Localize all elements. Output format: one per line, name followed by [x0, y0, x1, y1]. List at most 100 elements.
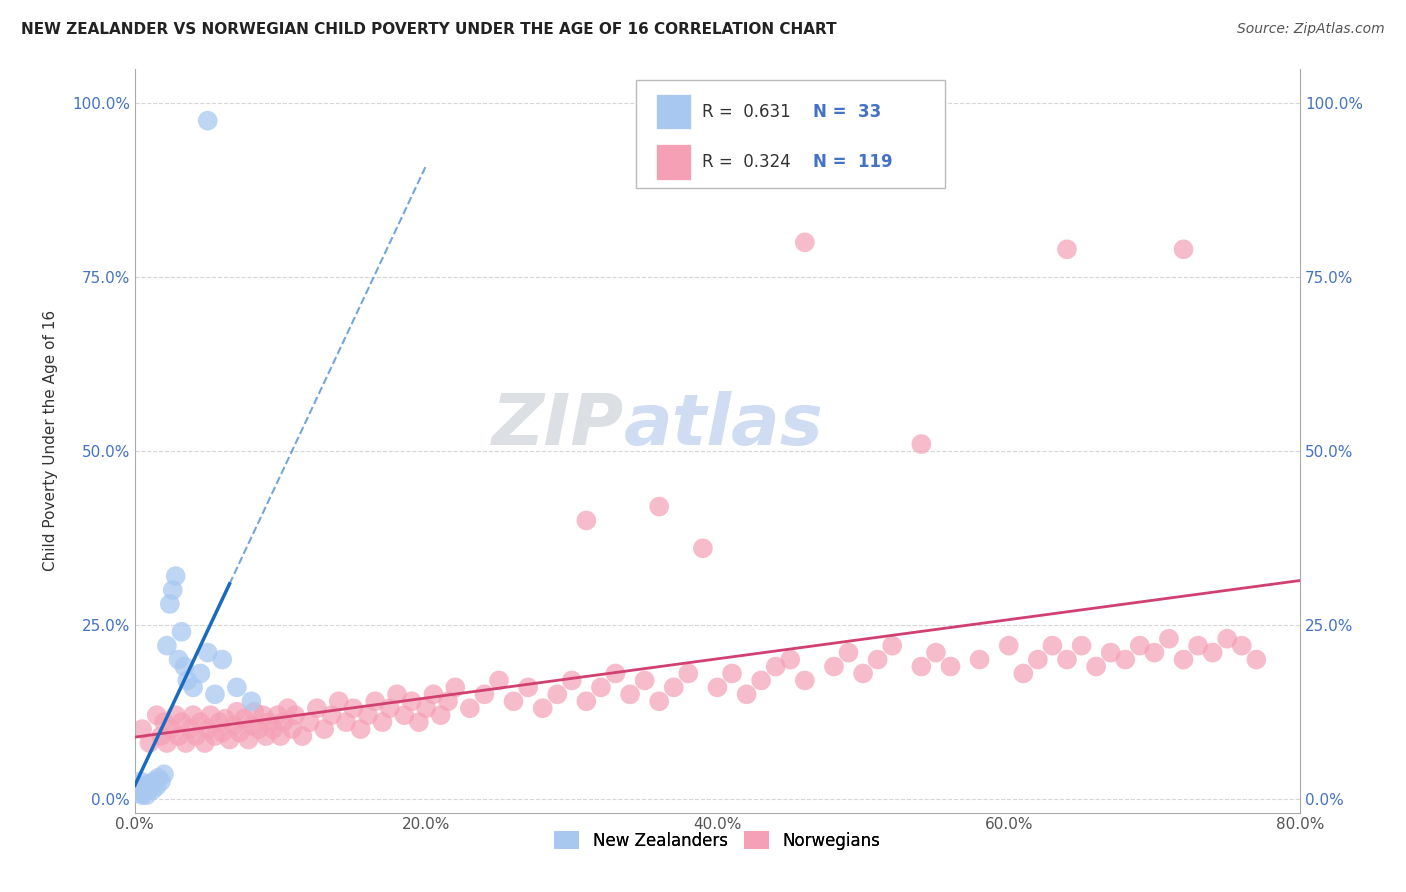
Point — [179, 722, 201, 736]
Point — [910, 437, 932, 451]
Point — [218, 732, 240, 747]
Point — [257, 715, 280, 730]
Point — [240, 694, 263, 708]
Text: ZIP: ZIP — [492, 392, 624, 460]
Point — [561, 673, 583, 688]
Point — [357, 708, 380, 723]
Point — [648, 500, 671, 514]
Point — [408, 715, 430, 730]
Point — [225, 681, 247, 695]
Point — [190, 715, 212, 730]
Point — [765, 659, 787, 673]
Point — [1173, 242, 1195, 256]
Point — [1042, 639, 1064, 653]
Point — [159, 597, 181, 611]
Point — [222, 718, 245, 732]
Point — [1129, 639, 1152, 653]
Point — [200, 708, 222, 723]
Point — [208, 715, 231, 730]
Point — [284, 708, 307, 723]
Point — [131, 722, 153, 736]
Point — [131, 788, 153, 802]
Text: NEW ZEALANDER VS NORWEGIAN CHILD POVERTY UNDER THE AGE OF 16 CORRELATION CHART: NEW ZEALANDER VS NORWEGIAN CHILD POVERTY… — [21, 22, 837, 37]
Point — [138, 736, 160, 750]
Point — [132, 785, 155, 799]
Point — [277, 701, 299, 715]
Point — [349, 722, 371, 736]
Point — [1056, 242, 1078, 256]
Text: N =  33: N = 33 — [813, 103, 882, 120]
Point — [378, 701, 401, 715]
Point — [225, 705, 247, 719]
Point — [190, 666, 212, 681]
Point — [458, 701, 481, 715]
Point — [204, 687, 226, 701]
Point — [150, 774, 173, 789]
Point — [181, 681, 204, 695]
Point — [305, 701, 328, 715]
Point — [605, 666, 627, 681]
Point — [165, 708, 187, 723]
Point — [401, 694, 423, 708]
Point — [866, 652, 889, 666]
Point — [749, 673, 772, 688]
Point — [546, 687, 568, 701]
Point — [254, 729, 277, 743]
Point — [156, 736, 179, 750]
Point — [1216, 632, 1239, 646]
Legend: New Zealanders, Norwegians: New Zealanders, Norwegians — [548, 825, 887, 856]
Point — [1157, 632, 1180, 646]
Point — [167, 652, 190, 666]
Point — [882, 639, 904, 653]
Point — [531, 701, 554, 715]
Point — [1099, 646, 1122, 660]
Point — [1173, 652, 1195, 666]
Point — [136, 778, 159, 792]
Point — [1201, 646, 1223, 660]
Point — [1230, 639, 1253, 653]
Point — [145, 708, 167, 723]
Point — [488, 673, 510, 688]
Point — [342, 701, 364, 715]
Point — [214, 712, 236, 726]
Point — [197, 722, 219, 736]
Point — [139, 776, 162, 790]
Point — [247, 722, 270, 736]
Point — [1114, 652, 1136, 666]
Point — [838, 646, 860, 660]
Point — [174, 736, 197, 750]
Point — [474, 687, 496, 701]
Point — [270, 729, 292, 743]
Point — [1143, 646, 1166, 660]
Point — [165, 569, 187, 583]
Point — [162, 582, 184, 597]
Point — [969, 652, 991, 666]
Point — [575, 514, 598, 528]
Point — [371, 715, 394, 730]
Point — [135, 788, 157, 802]
FancyBboxPatch shape — [655, 144, 690, 179]
Point — [170, 715, 193, 730]
Point — [127, 778, 149, 792]
Point — [823, 659, 845, 673]
Point — [298, 715, 321, 730]
Point — [735, 687, 758, 701]
Point — [229, 725, 252, 739]
Point — [589, 681, 612, 695]
Point — [852, 666, 875, 681]
Point — [692, 541, 714, 556]
Point — [153, 767, 176, 781]
Point — [184, 729, 207, 743]
FancyBboxPatch shape — [636, 79, 945, 187]
Point — [925, 646, 948, 660]
Point — [1187, 639, 1209, 653]
Point — [156, 639, 179, 653]
Point — [517, 681, 540, 695]
Point — [142, 774, 165, 789]
Point — [429, 708, 451, 723]
Point — [1012, 666, 1035, 681]
Point — [273, 715, 295, 730]
Point — [141, 783, 163, 797]
Point — [1070, 639, 1092, 653]
Text: R =  0.324: R = 0.324 — [703, 153, 792, 170]
